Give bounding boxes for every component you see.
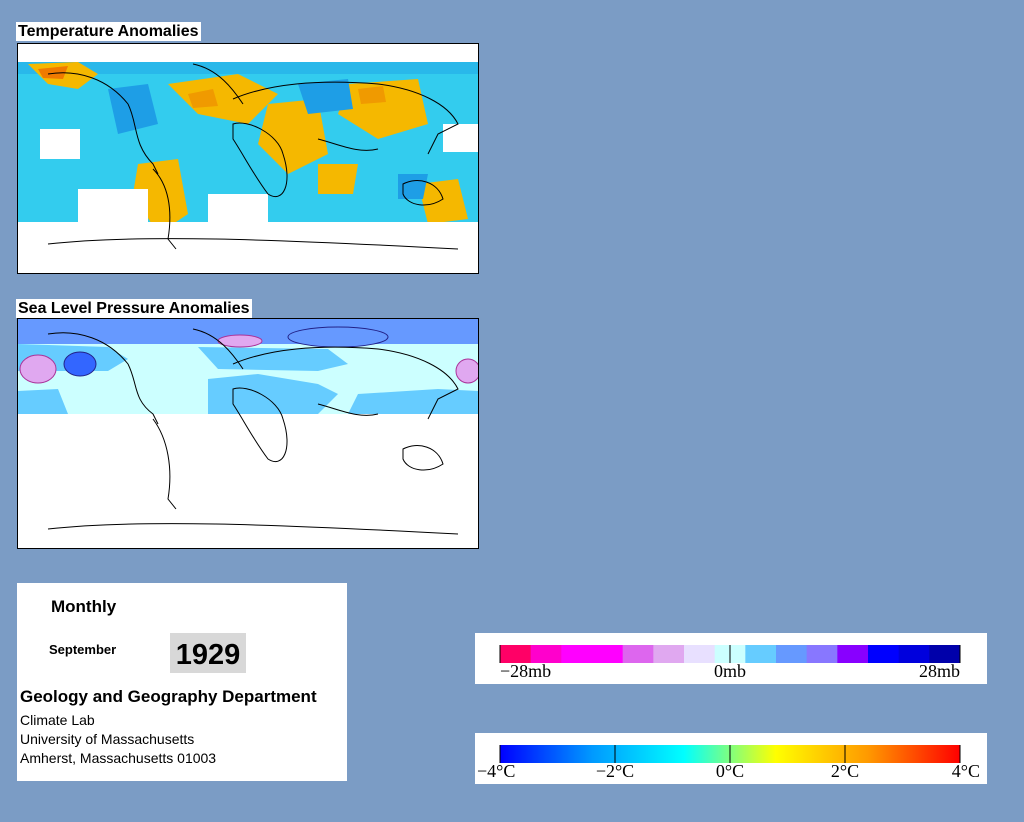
- lab-label: Climate Lab: [20, 712, 95, 728]
- pressure-legend-label: −28mb: [500, 661, 551, 681]
- pressure-colorbar: −28mb 0mb 28mb: [499, 645, 961, 681]
- pressure-legend-label: 0mb: [714, 661, 746, 681]
- temperature-legend-label: 0°C: [716, 761, 744, 781]
- pressure-legend-swatch: [592, 645, 624, 663]
- pressure-legend-swatch: [622, 645, 654, 663]
- pressure-legend-swatch: [653, 645, 685, 663]
- temperature-legend-label: −4°C: [477, 761, 515, 781]
- temperature-anomaly-map: [17, 43, 479, 274]
- pressure-legend-swatch: [898, 645, 930, 663]
- pressure-legend-swatch: [837, 645, 869, 663]
- pressure-legend-swatch: [561, 645, 593, 663]
- pressure-legend-label: 28mb: [919, 661, 960, 681]
- pressure-legend-swatch: [806, 645, 838, 663]
- pressure-legend-swatch: [684, 645, 716, 663]
- pressure-legend-swatch: [929, 645, 961, 663]
- pressure-legend: −28mb 0mb 28mb: [475, 633, 987, 684]
- pressure-panel-title: Sea Level Pressure Anomalies: [16, 299, 252, 318]
- period-label: Monthly: [51, 597, 117, 616]
- pressure-legend-swatch: [530, 645, 562, 663]
- temperature-legend: −4°C −2°C 0°C 2°C 4°C: [475, 733, 987, 784]
- address-label: Amherst, Massachusetts 01003: [20, 750, 217, 766]
- pressure-legend-swatch: [776, 645, 808, 663]
- pressure-legend-swatch: [868, 645, 900, 663]
- university-label: University of Massachusetts: [20, 731, 195, 747]
- month-label: September: [49, 642, 117, 657]
- pressure-legend-swatch: [500, 645, 532, 663]
- temperature-panel-title: Temperature Anomalies: [16, 22, 201, 41]
- temperature-colorbar: −4°C −2°C 0°C 2°C 4°C: [477, 745, 980, 781]
- pressure-anomaly-map: [17, 318, 479, 549]
- info-panel: Monthly September 1929 Geology and Geogr…: [17, 583, 347, 781]
- temperature-legend-label: 2°C: [831, 761, 859, 781]
- pressure-legend-swatch: [745, 645, 777, 663]
- department-label: Geology and Geography Department: [20, 687, 317, 706]
- temperature-legend-label: 4°C: [952, 761, 980, 781]
- year-label: 1929: [170, 633, 246, 673]
- temperature-legend-label: −2°C: [596, 761, 634, 781]
